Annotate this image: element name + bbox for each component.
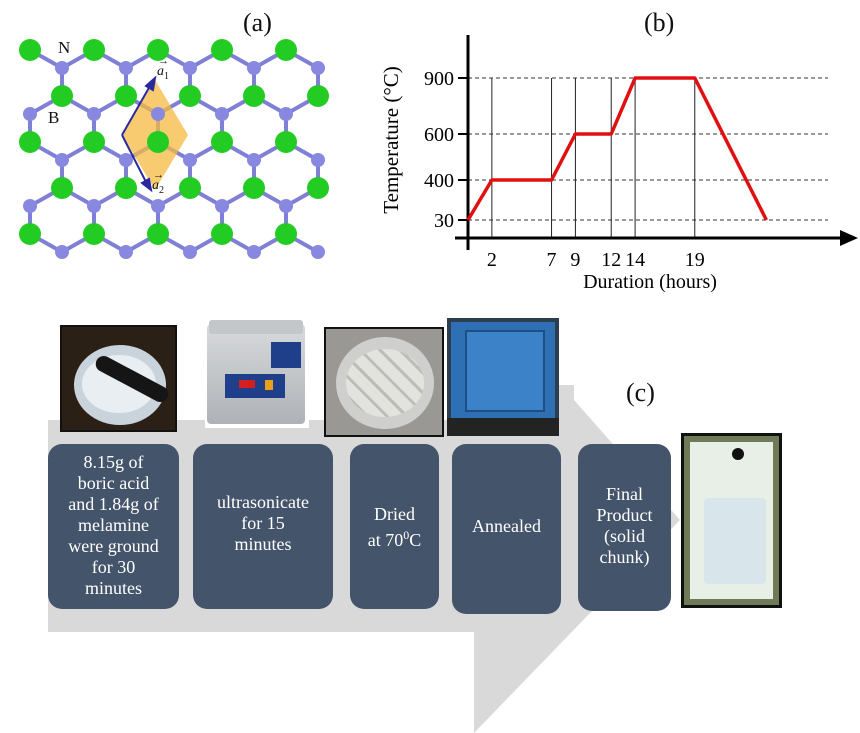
nitrogen-atom — [247, 61, 261, 75]
process-step-annealed: Annealed — [452, 444, 561, 614]
nitrogen-atom — [311, 61, 325, 75]
atom-label-n: N — [58, 38, 71, 57]
nitrogen-atom — [119, 153, 133, 167]
vector-a2 — [121, 134, 153, 193]
process-step-final-product: Final Product (solid chunk) — [578, 444, 671, 611]
vector-a1 — [121, 75, 157, 136]
y-axis-label: Temperature (°C) — [379, 66, 403, 213]
nitrogen-atom — [247, 245, 261, 259]
nitrogen-atom — [87, 107, 101, 121]
boron-atom — [211, 39, 233, 61]
process-step-grinding: 8.15g of boric acid and 1.84g of melamin… — [48, 444, 179, 609]
y-tick-label: 600 — [424, 124, 454, 146]
x-tick-label: 9 — [570, 249, 580, 271]
boron-atom — [275, 131, 297, 153]
nitrogen-atom — [23, 107, 37, 121]
boron-atom — [243, 85, 265, 107]
boron-atom — [211, 131, 233, 153]
boron-atom — [179, 85, 201, 107]
x-tick-label: 19 — [685, 249, 705, 271]
nitrogen-atom — [119, 245, 133, 259]
nitrogen-atom — [311, 245, 325, 259]
temperature-series-line — [466, 76, 768, 221]
nitrogen-atom — [279, 107, 293, 121]
boron-atom — [115, 85, 137, 107]
ultrasonicator-photo — [205, 320, 309, 428]
nitrogen-atom — [215, 107, 229, 121]
boron-atom — [147, 131, 169, 153]
nitrogen-atom — [55, 61, 69, 75]
nitrogen-atom — [119, 61, 133, 75]
nitrogen-atom — [279, 199, 293, 213]
lattice-diagram — [19, 39, 329, 259]
boron-atom — [179, 177, 201, 199]
final-product-photo — [681, 433, 782, 608]
boron-atom — [115, 177, 137, 199]
boron-atom — [307, 85, 329, 107]
boron-atom — [147, 223, 169, 245]
nitrogen-atom — [55, 245, 69, 259]
x-axis-arrow — [840, 230, 858, 246]
boron-atom — [83, 39, 105, 61]
boron-atom — [83, 131, 105, 153]
x-axis-label: Duration (hours) — [583, 271, 717, 293]
process-step-ultrasonicate: ultrasonicate for 15 minutes — [193, 444, 333, 609]
boron-atom — [19, 131, 41, 153]
nitrogen-atom — [183, 153, 197, 167]
boron-atom — [275, 223, 297, 245]
boron-atom — [307, 177, 329, 199]
nitrogen-atom — [55, 153, 69, 167]
nitrogen-atom — [311, 153, 325, 167]
nitrogen-atom — [183, 61, 197, 75]
boron-atom — [51, 85, 73, 107]
nitrogen-atom — [87, 199, 101, 213]
nitrogen-atom — [215, 199, 229, 213]
dried-sample-photo — [324, 327, 444, 437]
furnace-photo — [447, 318, 559, 436]
boron-atom — [147, 39, 169, 61]
boron-atom — [19, 39, 41, 61]
boron-atom — [19, 223, 41, 245]
panel-label-a: (a) — [243, 8, 272, 37]
boron-atom — [51, 177, 73, 199]
x-tick-label: 12 — [601, 249, 621, 271]
process-step-dried: Dried at 700C — [350, 444, 439, 609]
nitrogen-atom — [183, 245, 197, 259]
boron-atom — [243, 177, 265, 199]
y-tick-label: 400 — [424, 170, 454, 192]
boron-atom — [211, 223, 233, 245]
mortar-pestle-photo — [60, 325, 177, 432]
panel-label-b: (b) — [644, 8, 675, 37]
nitrogen-atom — [23, 199, 37, 213]
y-tick-label: 30 — [434, 210, 454, 232]
boron-atom — [275, 39, 297, 61]
vector-label-a1: → a1 — [157, 55, 169, 82]
nitrogen-atom — [151, 107, 165, 121]
y-tick-label: 900 — [424, 68, 454, 90]
panel-label-c: (c) — [626, 378, 655, 407]
x-tick-label: 7 — [547, 249, 557, 271]
vector-label-a2: → a2 — [152, 169, 164, 196]
x-tick-label: 14 — [625, 249, 645, 271]
temperature-chart: 30 400 600 900 2 7 9 12 14 19 Temperature (°C) Du… — [379, 35, 858, 293]
nitrogen-atom — [247, 153, 261, 167]
x-tick-label: 2 — [487, 249, 497, 271]
boron-atom — [83, 223, 105, 245]
nitrogen-atom — [151, 199, 165, 213]
atom-label-b: B — [48, 108, 60, 127]
